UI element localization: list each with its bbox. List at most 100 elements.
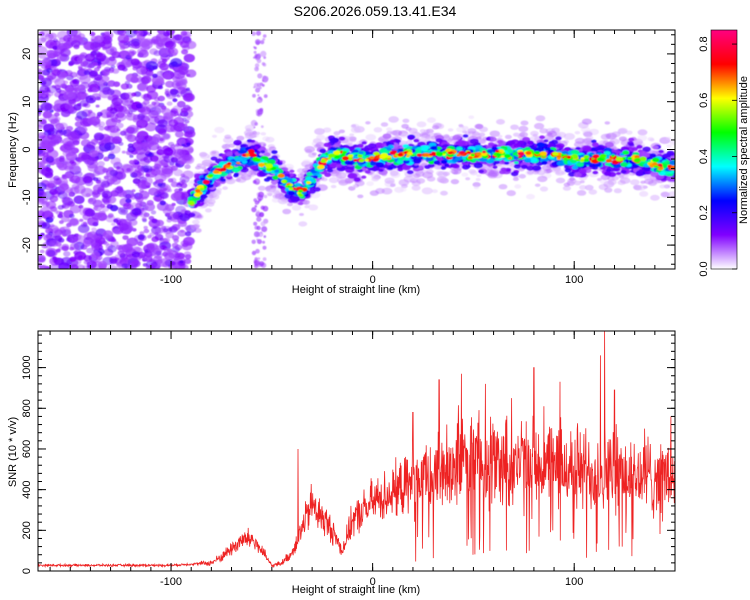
heatmap-noise-cell: [176, 86, 187, 95]
heatmap-ridge-cell: [669, 138, 675, 146]
heatmap-ridge-cell: [402, 118, 410, 124]
heatmap-noise-cell: [161, 132, 171, 141]
heatmap-noise-cell: [40, 140, 53, 149]
heatmap-ridge-cell: [612, 168, 619, 172]
heatmap-noise-cell: [119, 45, 126, 51]
heatmap-ridge-cell: [408, 127, 418, 134]
heatmap-noise-cell: [173, 169, 183, 177]
heatmap-ridge-cell: [396, 159, 404, 165]
heatmap-ridge-cell: [604, 121, 611, 125]
heatmap-ridge-cell: [605, 168, 612, 173]
heatmap-ridge-cell: [512, 177, 519, 182]
heatmap-streak-cell: [256, 232, 260, 237]
heatmap-noise-cell: [133, 159, 138, 163]
heatmap-ridge-cell: [205, 208, 212, 213]
heatmap-ridge-cell: [564, 148, 570, 152]
heatmap-noise-cell: [179, 213, 190, 222]
heatmap-noise-cell: [69, 238, 74, 242]
heatmap-ridge-cell: [390, 183, 396, 187]
heatmap-noise-cell: [107, 215, 112, 219]
heatmap-noise-cell: [162, 237, 171, 243]
heatmap-ridge-cell: [347, 172, 358, 179]
heatmap-noise-cell: [102, 193, 109, 198]
heatmap-noise-cell: [100, 180, 111, 188]
heatmap-ridge-cell: [520, 120, 529, 126]
heatmap-noise-cell: [141, 217, 147, 222]
heatmap-ridge-cell: [421, 187, 433, 195]
heatmap-ridge-cell: [416, 178, 426, 184]
heatmap-streak-cell: [257, 194, 264, 201]
heatmap-ridge-cell: [628, 137, 635, 142]
heatmap-noise-cell: [68, 213, 75, 219]
heatmap-noise-cell: [59, 220, 64, 225]
heatmap-noise-cell: [58, 211, 64, 215]
heatmap-ridge-cell: [384, 177, 395, 184]
heatmap-noise-cell: [142, 263, 148, 267]
heatmap-noise-cell: [141, 141, 149, 148]
heatmap-streak-cell: [256, 58, 262, 64]
heatmap-ridge-cell: [365, 121, 371, 125]
heatmap-noise-cell: [131, 251, 140, 258]
heatmap-noise-cell: [93, 132, 105, 141]
heatmap-noise-cell: [122, 235, 129, 241]
heatmap-ridge-cell: [532, 165, 542, 172]
heatmap-noise-cell: [153, 39, 159, 44]
heatmap-noise-cell: [53, 118, 60, 124]
heatmap-noise-cell: [135, 30, 144, 37]
heatmap-noise-cell: [46, 149, 59, 159]
heatmap-noise-cell: [106, 125, 116, 133]
heatmap-noise-cell: [91, 227, 97, 232]
heatmap-ridge-cell: [411, 185, 421, 191]
heatmap-noise-cell: [172, 151, 183, 160]
heatmap-noise-cell: [80, 187, 93, 198]
heatmap-noise-cell: [183, 130, 193, 138]
heatmap-ridge-cell: [660, 191, 670, 198]
heatmap-ridge-cell: [591, 142, 600, 147]
heatmap-ridge-cell: [588, 189, 598, 195]
heatmap-ridge-cell: [212, 134, 217, 138]
heatmap-noise-cell: [143, 99, 150, 105]
heatmap-noise-cell: [156, 149, 165, 156]
heatmap-ridge-cell: [472, 182, 481, 188]
heatmap-ridge-cell: [526, 165, 535, 171]
heatmap-ridge-cell: [513, 143, 522, 149]
heatmap-noise-cell: [132, 41, 140, 47]
heatmap-streak-cell: [253, 50, 257, 54]
heatmap-noise-cell: [54, 235, 63, 242]
heatmap-noise-cell: [95, 53, 107, 62]
heatmap-cells: [38, 30, 675, 269]
heatmap-ridge-cell: [374, 142, 385, 149]
heatmap-noise-cell: [146, 90, 159, 100]
heatmap-ridge-cell: [297, 201, 304, 206]
heatmap-streak-cell: [255, 210, 260, 215]
heatmap-ridge-cell: [200, 153, 210, 160]
heatmap-ridge-cell: [427, 163, 435, 168]
heatmap-noise-cell: [128, 111, 133, 115]
heatmap-noise-cell: [39, 207, 50, 215]
heatmap-ridge-cell: [475, 136, 482, 140]
heatmap-ridge-cell: [244, 124, 255, 131]
heatmap-noise-cell: [107, 80, 116, 87]
heatmap-noise-cell: [182, 170, 194, 179]
heatmap-ridge-cell: [401, 164, 411, 171]
heatmap-ridge-cell: [562, 185, 572, 191]
heatmap-ridge-cell: [210, 156, 218, 161]
heatmap-noise-cell: [176, 183, 183, 188]
heatmap-ridge-cell: [314, 128, 325, 135]
heatmap-noise-cell: [83, 70, 91, 76]
heatmap-ridge-cell: [263, 152, 271, 157]
heatmap-noise-cell: [179, 122, 185, 128]
heatmap-noise-cell: [45, 33, 54, 41]
heatmap-ridge-cell: [534, 122, 545, 130]
heatmap-noise-cell: [53, 38, 59, 43]
heatmap-noise-cell: [89, 97, 94, 101]
heatmap-noise-cell: [158, 49, 169, 57]
heatmap-noise-cell: [78, 204, 84, 209]
heatmap-ridge-cell: [338, 136, 346, 141]
heatmap-ridge-cell: [461, 172, 469, 177]
heatmap-ridge-cell: [394, 139, 401, 144]
heatmap-ridge-cell: [652, 145, 659, 150]
heatmap-noise-cell: [137, 179, 149, 189]
heatmap-noise-cell: [113, 30, 125, 35]
heatmap-noise-cell: [137, 83, 147, 91]
